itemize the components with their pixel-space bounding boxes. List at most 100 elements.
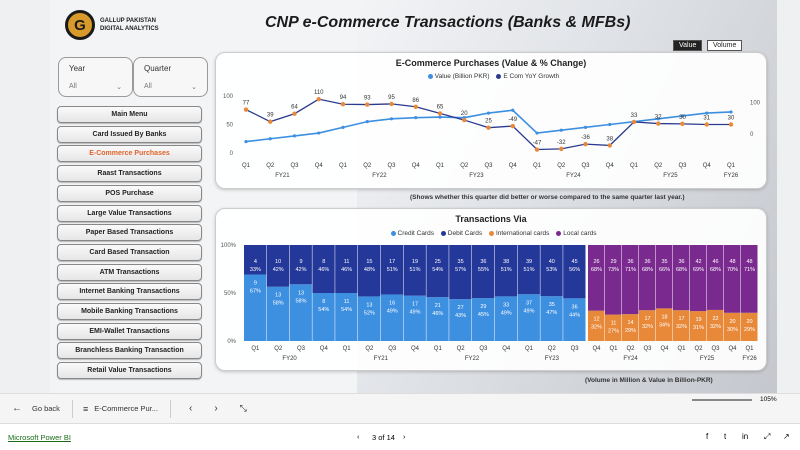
share-icon[interactable]: ↗: [783, 432, 790, 441]
nav-button[interactable]: E-Commerce Purchases: [57, 145, 202, 163]
value-point: [608, 122, 612, 127]
card-type-bottom-pct: 49%: [387, 308, 398, 314]
origin-bottom-bar: [588, 310, 605, 341]
origin-top-bar: [690, 245, 707, 312]
facebook-icon[interactable]: f: [706, 432, 709, 441]
card-type-top-value: 4: [254, 259, 257, 265]
origin-top-bar: [741, 245, 758, 313]
nav-button[interactable]: ATM Transactions: [57, 263, 202, 281]
fullscreen-icon[interactable]: ⤢: [764, 432, 771, 441]
origin-bottom-pct: 32%: [676, 324, 687, 330]
x-tick-label: Q3: [643, 346, 652, 352]
year-label: FY24: [566, 173, 581, 179]
value-point: [705, 111, 709, 115]
card-type-top-pct: 46%: [318, 267, 329, 273]
quarter-slicer-value: All: [144, 83, 152, 90]
volume-toggle-button[interactable]: Volume: [707, 40, 743, 51]
origin-bottom-bar: [724, 312, 741, 341]
origin-top-value: 26: [593, 259, 599, 265]
year-label: FY21: [374, 356, 389, 362]
twitter-icon[interactable]: t: [724, 432, 727, 441]
x-tick-label: Q1: [343, 346, 352, 352]
nav-button[interactable]: Main Menu: [57, 106, 202, 123]
nav-button[interactable]: EMI-Wallet Transactions: [57, 322, 202, 340]
x-tick-label: Q2: [548, 346, 557, 352]
card-type-bottom-bar: [312, 293, 335, 341]
origin-top-bar: [673, 245, 690, 311]
previous-page-icon[interactable]: ‹: [188, 403, 193, 414]
year-label: FY24: [623, 356, 638, 362]
origin-top-bar: [622, 245, 639, 315]
legend-value: Value (Billion PKR): [434, 73, 490, 80]
x-tick-label: Q2: [694, 346, 703, 352]
x-tick-label: Q3: [290, 163, 299, 169]
go-back-button[interactable]: Go back: [32, 404, 60, 413]
nav-button[interactable]: Card Issued By Banks: [57, 125, 202, 143]
yoy-data-label: 38: [606, 136, 613, 142]
yoy-data-label: 30: [679, 115, 686, 121]
card-type-top-pct: 42%: [273, 267, 284, 273]
nav-button[interactable]: Branchless Banking Transaction: [57, 342, 202, 360]
next-page-button[interactable]: ›: [403, 432, 406, 441]
legend-debit: Debit Cards: [447, 230, 483, 237]
origin-top-pct: 71%: [744, 267, 755, 273]
line-chart: 0 50 100 0 100 77 39 64 110 94 93 95 86 65 20 25 -49 -47 -…: [223, 90, 761, 179]
card-type-bottom-pct: 58%: [273, 301, 284, 307]
yoy-data-label: 25: [485, 119, 492, 125]
yoy-point: [462, 117, 467, 123]
nav-button[interactable]: Retail Value Transactions: [57, 362, 202, 380]
origin-top-pct: 73%: [608, 267, 619, 273]
arrow-left-icon[interactable]: ←: [12, 403, 22, 414]
power-bi-link[interactable]: Microsoft Power BI: [8, 433, 71, 442]
collapse-icon[interactable]: ⤡: [239, 403, 247, 413]
prev-page-button[interactable]: ‹: [357, 432, 360, 441]
card-type-bottom-value: 17: [412, 302, 418, 308]
zoom-slider[interactable]: [692, 399, 752, 401]
x-tick-label: Q4: [509, 163, 518, 169]
yoy-point: [607, 143, 612, 148]
x-tick-label: Q1: [436, 163, 445, 169]
value-toggle-button[interactable]: Value: [673, 40, 703, 51]
origin-bottom-value: 20: [729, 319, 735, 325]
legend-dot: [496, 73, 502, 79]
nav-button[interactable]: Internet Banking Transactions: [57, 283, 202, 301]
yoy-point: [583, 141, 588, 147]
year-slicer[interactable]: Year All ⌄: [58, 57, 133, 97]
year-label: FY22: [372, 173, 387, 179]
card-type-top-bar: [312, 245, 335, 293]
x-tick-label: Q2: [557, 163, 566, 169]
card-type-top-bar: [335, 245, 358, 293]
card-type-bottom-bar: [494, 296, 518, 341]
x-tick-label: Q1: [609, 346, 618, 352]
nav-button[interactable]: Large Value Transactions: [57, 204, 202, 222]
nav-button[interactable]: Mobile Banking Transactions: [57, 303, 202, 320]
card-type-bottom-pct: 46%: [432, 311, 443, 317]
yoy-data-label: 86: [412, 98, 419, 104]
origin-bottom-value: 12: [593, 317, 599, 323]
next-page-icon[interactable]: ›: [214, 403, 218, 414]
quarter-slicer-label: Quarter: [144, 64, 172, 73]
quarter-slicer[interactable]: Quarter All ⌄: [133, 57, 208, 97]
card-type-bottom-pct: 49%: [501, 310, 512, 316]
card-type-top-value: 25: [435, 259, 441, 265]
card-type-top-bar: [289, 245, 312, 285]
linkedin-icon[interactable]: in: [742, 432, 749, 441]
card-type-top-value: 9: [299, 259, 302, 265]
card-type-bottom-bar: [358, 296, 381, 341]
purchases-card: E-Commerce Purchases (Value & % Change) …: [215, 52, 767, 189]
year-label: FY21: [275, 173, 290, 179]
right-axis-tick: 100: [750, 100, 761, 106]
origin-bottom-bar: [690, 311, 707, 341]
pages-icon[interactable]: ≡: [82, 403, 89, 414]
origin-bottom-pct: 29%: [744, 327, 755, 333]
nav-button[interactable]: POS Purchase: [57, 184, 202, 202]
card-type-top-value: 8: [322, 259, 325, 265]
year-label: FY20: [282, 356, 297, 362]
page-name-button[interactable]: E-Commerce Pur...: [94, 404, 158, 413]
nav-button[interactable]: Card Based Transaction: [57, 243, 202, 261]
card-type-top-value: 15: [366, 259, 372, 265]
x-tick-label: Q1: [251, 346, 260, 352]
nav-button[interactable]: Paper Based Transactions: [57, 224, 202, 242]
yoy-data-label: -36: [581, 135, 590, 141]
nav-button[interactable]: Raast Transactions: [57, 165, 202, 183]
